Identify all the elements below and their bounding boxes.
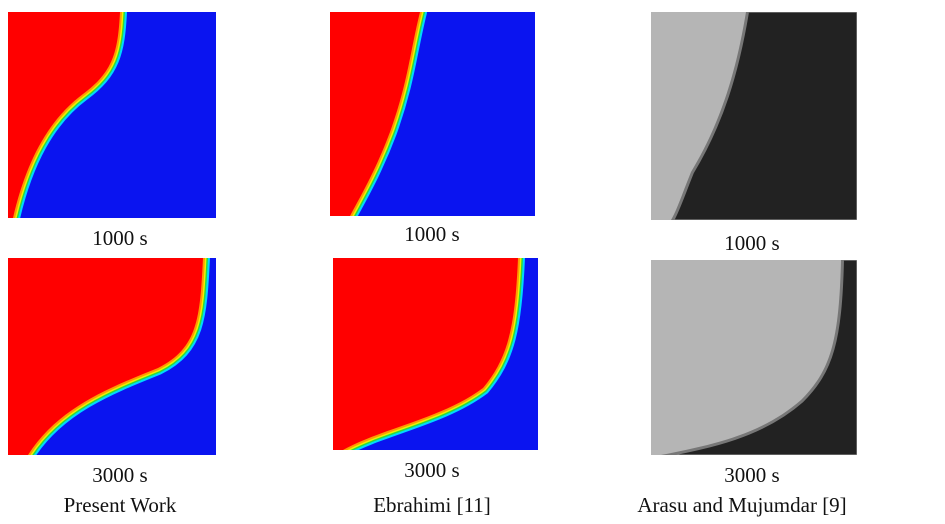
column-caption: Present Work — [64, 493, 177, 517]
contour-image — [8, 12, 216, 218]
contour-layer — [330, 12, 535, 216]
liquid-region — [8, 258, 203, 455]
contour-image — [8, 258, 216, 455]
time-label: 1000 s — [404, 222, 459, 246]
liquid-region — [651, 12, 746, 220]
column-caption: Arasu and Mujumdar [9] — [637, 493, 846, 517]
contour-layer — [8, 12, 216, 218]
contour-image — [651, 260, 857, 455]
time-label: 3000 s — [404, 458, 459, 482]
contour-layer — [333, 258, 538, 450]
time-label: 3000 s — [724, 463, 779, 487]
liquid-region — [8, 12, 120, 218]
contour-layer — [651, 260, 857, 455]
contour-image — [651, 12, 857, 220]
contour-image — [330, 12, 535, 216]
contour-layer — [8, 258, 216, 455]
column-caption: Ebrahimi [11] — [373, 493, 491, 517]
liquid-region — [333, 258, 518, 450]
time-label: 1000 s — [92, 226, 147, 250]
contour-layer — [651, 12, 857, 220]
time-label: 1000 s — [724, 231, 779, 255]
liquid-region — [330, 12, 420, 216]
contour-image — [333, 258, 538, 450]
liquid-region — [651, 260, 841, 455]
time-label: 3000 s — [92, 463, 147, 487]
